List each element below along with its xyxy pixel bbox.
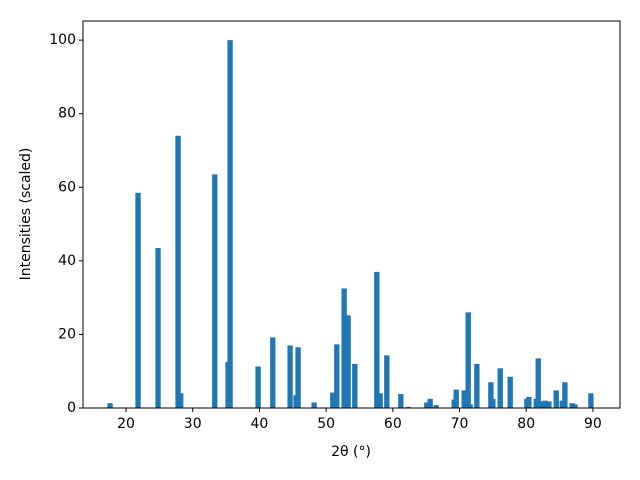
bar [287, 345, 293, 408]
x-tick-label: 40 [251, 416, 269, 432]
y-tick-label: 80 [58, 106, 76, 122]
bar [433, 405, 439, 408]
bar [270, 337, 276, 408]
bar [377, 393, 383, 408]
bar [465, 312, 471, 408]
y-tick-label: 0 [67, 400, 76, 416]
bar [107, 403, 113, 408]
bar [341, 288, 347, 408]
bar [461, 390, 467, 408]
bar [311, 402, 317, 408]
x-tick-label: 50 [317, 416, 335, 432]
bar [175, 135, 181, 408]
bar [427, 398, 433, 408]
bar [295, 347, 301, 408]
bar [490, 398, 496, 408]
bar [542, 400, 548, 408]
bar [330, 392, 336, 408]
y-tick-label: 40 [58, 253, 76, 269]
x-tick-label: 80 [517, 416, 535, 432]
bar [569, 403, 575, 408]
bar [588, 393, 594, 408]
bar [488, 382, 494, 408]
bar [398, 394, 404, 408]
bar [135, 192, 141, 408]
bar [374, 271, 380, 408]
bar [212, 174, 218, 408]
y-tick-label: 100 [49, 32, 76, 48]
x-tick-label: 30 [184, 416, 202, 432]
x-tick-label: 70 [451, 416, 469, 432]
bar [227, 40, 233, 409]
x-tick-label: 90 [584, 416, 602, 432]
bar [352, 363, 358, 408]
bar [384, 355, 390, 408]
bar [467, 404, 473, 408]
plot-frame [82, 20, 621, 409]
bar [334, 344, 340, 408]
bar [405, 406, 411, 408]
bar [453, 389, 459, 408]
bar [155, 247, 161, 408]
bar [507, 376, 513, 408]
y-tick-label: 20 [58, 326, 76, 342]
x-tick-label: 60 [384, 416, 402, 432]
y-axis-label: Intensities (scaled) [18, 148, 34, 281]
x-tick-label: 20 [117, 416, 135, 432]
bar [474, 363, 480, 408]
y-tick-label: 60 [58, 179, 76, 195]
bar [535, 358, 541, 408]
bar [526, 396, 532, 408]
bar [424, 402, 430, 408]
bar [345, 315, 351, 408]
bar [497, 368, 503, 408]
bar [553, 390, 559, 408]
bar [572, 404, 578, 408]
bar [546, 401, 552, 408]
x-axis-label: 2θ (°) [331, 444, 371, 460]
bar [255, 366, 261, 408]
bar [178, 393, 184, 408]
bar [562, 382, 568, 408]
